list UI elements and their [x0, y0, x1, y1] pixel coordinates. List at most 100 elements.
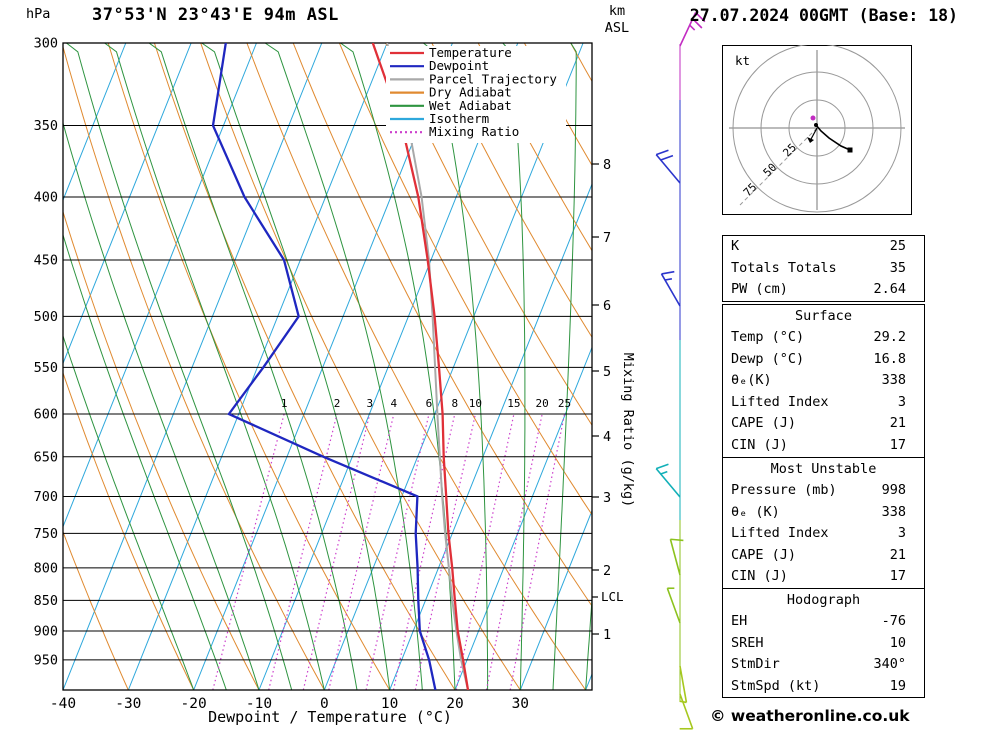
altitude-axis-label: km ASL [604, 3, 630, 36]
table-row: PW (cm) 2.64 [723, 279, 924, 301]
table-row: Lifted Index 3 [723, 392, 924, 414]
table-row: StmDir 340° [723, 654, 924, 676]
svg-text:20: 20 [446, 696, 463, 712]
table-row: CIN (J) 17 [723, 566, 924, 588]
svg-text:700: 700 [34, 489, 58, 505]
svg-text:650: 650 [34, 449, 58, 465]
table-row: Temp (°C) 29.2 [723, 327, 924, 349]
stat-label: Lifted Index [731, 393, 829, 410]
credit-link[interactable]: © weatheronline.co.uk [710, 707, 910, 725]
svg-text:10: 10 [381, 696, 398, 712]
stat-value: 17 [889, 436, 906, 453]
stat-label: CAPE (J) [731, 546, 797, 563]
stat-label: PW (cm) [731, 281, 788, 298]
svg-text:900: 900 [34, 623, 58, 639]
svg-text:3: 3 [603, 490, 611, 506]
station-title: 37°53'N 23°43'E 94m ASL [92, 5, 339, 25]
table-row: Pressure (mb) 998 [723, 480, 924, 502]
table-title: Hodograph [786, 592, 861, 608]
svg-text:6: 6 [426, 397, 433, 410]
svg-text:850: 850 [34, 593, 58, 609]
svg-text:500: 500 [34, 309, 58, 325]
plot-background [63, 43, 592, 690]
km-axis: 8 7 6 5 4 3 2 1 LCL [592, 157, 624, 643]
stat-label: Dewp (°C) [731, 350, 805, 367]
svg-text:Isotherm: Isotherm [429, 111, 489, 126]
svg-text:Wet Adiabat: Wet Adiabat [429, 98, 512, 113]
svg-text:1: 1 [603, 627, 611, 643]
stat-label: Pressure (mb) [731, 482, 837, 498]
stat-label: θₑ(K) [731, 372, 772, 389]
kt-unit-label: kt [735, 53, 750, 68]
svg-text:10: 10 [469, 397, 482, 410]
stat-label: θₑ (K) [731, 503, 780, 520]
table-row: SREH 10 [723, 633, 924, 655]
stat-value: 21 [889, 546, 906, 563]
table-row: CAPE (J) 21 [723, 545, 924, 567]
stat-value: 35 [889, 259, 906, 276]
pressure-gridlines: 300 350 400 450 500 550 600 650 700 750 800 850 900 9… [34, 36, 592, 668]
pressure-unit-label: hPa [26, 6, 51, 22]
table-row: CIN (J) 17 [723, 435, 924, 457]
svg-text:550: 550 [34, 360, 58, 376]
svg-text:7: 7 [603, 230, 611, 246]
svg-text:300: 300 [34, 36, 58, 52]
svg-text:3: 3 [366, 397, 373, 410]
plot-border [62, 42, 593, 691]
svg-text:350: 350 [34, 118, 58, 134]
run-datetime: 27.07.2024 00GMT (Base: 18) [689, 6, 958, 25]
stat-label: StmSpd (kt) [731, 677, 821, 694]
temperature-curve [371, 43, 470, 690]
parcel-curve [386, 43, 469, 690]
stat-value: 3 [897, 393, 906, 410]
table-row: Totals Totals 35 [723, 258, 924, 280]
table-row: StmSpd (kt) 19 [723, 676, 924, 698]
table-row: θₑ (K) 338 [723, 502, 924, 524]
stat-value: 16.8 [873, 350, 906, 367]
svg-text:8: 8 [603, 157, 611, 173]
sounding-curves [211, 43, 470, 690]
svg-text:2: 2 [603, 563, 611, 579]
svg-text:0: 0 [320, 696, 329, 712]
svg-text:-20: -20 [181, 696, 207, 712]
svg-text:Dry Adiabat: Dry Adiabat [429, 85, 512, 100]
table-row: EH -76 [723, 611, 924, 633]
svg-text:2: 2 [334, 397, 341, 410]
dewpoint-curve [211, 43, 437, 690]
stat-label: Lifted Index [731, 525, 829, 542]
svg-text:Temperature: Temperature [429, 45, 512, 60]
stat-value: 19 [889, 677, 906, 694]
svg-text:25: 25 [558, 397, 571, 410]
svg-text:4: 4 [391, 397, 398, 410]
most-unstable-table: Most Unstable Pressure (mb) 998 θₑ (K) 338… [722, 457, 925, 589]
stat-value: 338 [881, 503, 906, 520]
table-row: CAPE (J) 21 [723, 413, 924, 435]
svg-text:8: 8 [452, 397, 459, 410]
svg-text:800: 800 [34, 560, 58, 576]
mixing-ratio-labels: 1 2 3 4 6 8 10 15 20 25 [281, 397, 571, 410]
stat-value: 21 [889, 415, 906, 432]
svg-text:950: 950 [34, 652, 58, 668]
svg-text:15: 15 [507, 397, 520, 410]
table-title: Most Unstable [770, 461, 877, 477]
stat-value: 29.2 [873, 329, 906, 345]
hodograph-table: Hodograph EH -76 SREH 10 StmDir 340° StmSpd… [722, 588, 925, 699]
stat-label: StmDir [731, 656, 780, 673]
stat-label: CAPE (J) [731, 415, 797, 432]
surface-table: Surface Temp (°C) 29.2 Dewp (°C) 16.8 θₑ(K… [722, 304, 925, 458]
stat-label: CIN (J) [731, 436, 788, 453]
lcl-label: LCL [601, 589, 624, 604]
stat-value: 340° [873, 656, 906, 673]
table-row: K 25 [723, 236, 924, 258]
svg-text:4: 4 [603, 429, 611, 445]
svg-text:Mixing Ratio: Mixing Ratio [429, 124, 519, 139]
stat-label: Totals Totals [731, 259, 837, 276]
stat-value: 25 [889, 238, 906, 254]
stat-label: SREH [731, 634, 764, 651]
table-row: Dewp (°C) 16.8 [723, 349, 924, 371]
svg-text:600: 600 [34, 406, 58, 422]
